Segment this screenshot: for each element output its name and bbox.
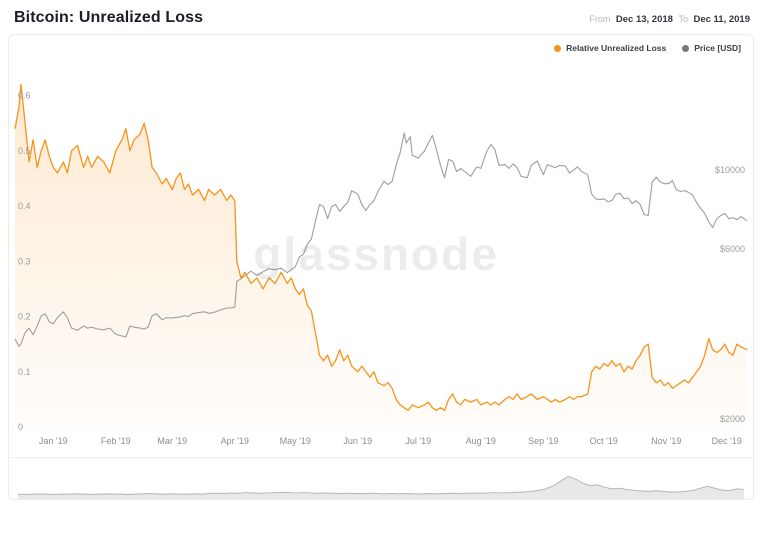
right-axis-tick-label: $6000 [720, 244, 745, 254]
left-axis-tick-label: 0 [18, 422, 23, 432]
page-title: Bitcoin: Unrealized Loss [14, 9, 204, 26]
right-axis-tick-label: $2000 [720, 414, 745, 424]
legend-label-price-usd: Price [USD] [694, 43, 741, 53]
to-date[interactable]: Dec 11, 2019 [693, 14, 750, 25]
unrealized-loss-area [15, 84, 747, 427]
x-axis-tick-label: Mar '19 [157, 436, 187, 446]
date-range: From Dec 13, 2018 To Dec 11, 2019 [586, 9, 750, 25]
left-axis-tick-label: 0.1 [18, 367, 31, 377]
navigator-svg[interactable] [9, 457, 753, 499]
right-axis-tick-label: $10000 [715, 165, 745, 175]
x-axis-tick-label: Oct '19 [590, 436, 618, 446]
legend-label-relative-unrealized-loss: Relative Unrealized Loss [566, 43, 667, 53]
navigator-line [17, 475, 745, 495]
left-axis-tick-label: 0.3 [18, 256, 31, 266]
x-axis-tick-label: Dec '19 [712, 436, 742, 446]
main-chart-svg[interactable]: 0 0.1 0.2 0.3 0.4 0.5 0.6 $2000 $6000 $10000 Jan '… [9, 61, 753, 457]
x-axis-tick-label: Aug '19 [466, 436, 496, 446]
left-axis-tick-label: 0.5 [18, 146, 31, 156]
navigator-area [17, 476, 745, 499]
x-axis-tick-label: Jul '19 [405, 436, 431, 446]
x-axis-tick-label: Feb '19 [101, 436, 131, 446]
chart-main: 0 0.1 0.2 0.3 0.4 0.5 0.6 $2000 $6000 $10000 Jan '… [9, 61, 753, 457]
x-axis-tick-label: Nov '19 [651, 436, 681, 446]
chart-card: Relative Unrealized Loss Price [USD] 0 0.… [8, 34, 754, 500]
gray-series-dot-icon [682, 44, 690, 52]
left-axis-tick-label: 0.4 [18, 201, 31, 211]
x-axis-tick-label: Jun '19 [343, 436, 372, 446]
x-axis-tick-label: Apr '19 [221, 436, 249, 446]
legend: Relative Unrealized Loss Price [USD] [9, 35, 753, 61]
x-axis-tick-label: Jan '19 [39, 436, 68, 446]
header: Bitcoin: Unrealized Loss From Dec 13, 20… [0, 0, 762, 34]
x-axis-tick-label: Sep '19 [528, 436, 558, 446]
from-date[interactable]: Dec 13, 2018 [615, 14, 673, 25]
legend-item-relative-unrealized-loss[interactable]: Relative Unrealized Loss [554, 43, 666, 53]
price-line [14, 132, 748, 347]
left-axis-tick-label: 0.6 [18, 91, 31, 101]
to-label: To [678, 14, 688, 24]
x-axis-tick-label: May '19 [280, 436, 311, 446]
legend-item-price-usd[interactable]: Price [USD] [682, 43, 741, 53]
orange-series-dot-icon [554, 44, 562, 52]
left-axis-tick-label: 0.2 [18, 312, 31, 322]
from-label: From [589, 14, 611, 24]
unrealized-loss-line [14, 83, 748, 412]
